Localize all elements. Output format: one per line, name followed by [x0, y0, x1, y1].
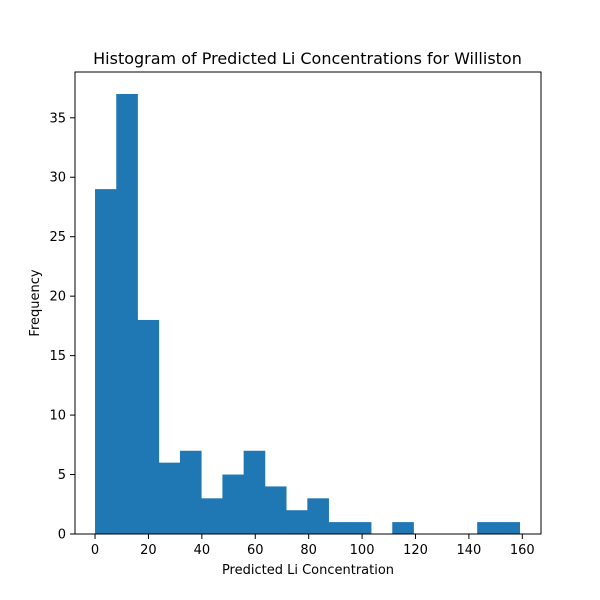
plot-frame	[74, 71, 542, 535]
x-tick-label: 20	[140, 543, 157, 558]
histogram-bar-18	[477, 522, 499, 534]
x-tick-label: 140	[456, 543, 481, 558]
y-tick-label: 30	[49, 171, 66, 186]
histogram-bar-8	[264, 486, 287, 534]
x-tick-label: 60	[247, 543, 264, 558]
histogram-bar-2	[137, 319, 160, 534]
histogram-bar-1	[116, 94, 138, 534]
chart-title: Histogram of Predicted Li Concentrations…	[93, 49, 522, 68]
y-tick-label: 15	[49, 349, 66, 364]
bars-group	[95, 94, 521, 534]
y-tick-label: 20	[49, 290, 66, 305]
histogram-bar-3	[158, 462, 181, 534]
x-tick-label: 80	[300, 543, 317, 558]
x-axis-label: Predicted Li Concentration	[222, 563, 394, 578]
x-tick-label: 40	[194, 543, 211, 558]
histogram-bar-4	[179, 450, 202, 534]
histogram-bar-7	[243, 450, 266, 534]
x-axis-ticks: 0 20 40 60 80 100 120 140 160	[91, 534, 535, 558]
y-tick-label: 25	[49, 230, 66, 245]
y-tick-label: 35	[49, 111, 66, 126]
y-axis-label: Frequency	[28, 269, 43, 336]
x-tick-label: 100	[350, 543, 375, 558]
x-tick-label: 120	[403, 543, 428, 558]
x-tick-label: 0	[91, 543, 99, 558]
y-tick-label: 5	[58, 468, 66, 483]
histogram-bar-10	[307, 498, 329, 534]
histogram-bar-12	[349, 522, 372, 534]
histogram-bar-11	[328, 522, 351, 534]
y-axis-ticks: 0 5 10 15 20 25 30 35	[49, 111, 75, 543]
x-tick-label: 160	[510, 543, 535, 558]
histogram-bar-14	[392, 522, 414, 534]
histogram-bar-19	[498, 522, 521, 534]
y-tick-label: 10	[49, 409, 66, 424]
histogram-bar-0	[95, 189, 117, 534]
histogram-bar-6	[222, 474, 245, 534]
histogram-bar-5	[201, 498, 223, 534]
histogram-bar-9	[286, 510, 308, 534]
y-tick-label: 0	[58, 528, 66, 543]
